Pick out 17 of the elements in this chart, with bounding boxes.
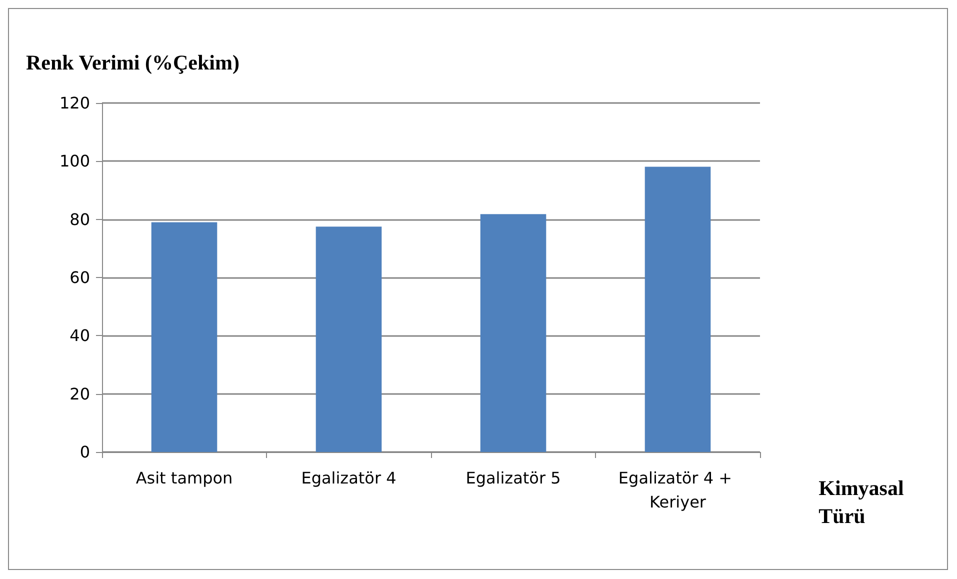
y-tick-label: 100 <box>59 152 90 171</box>
y-tick-label: 80 <box>70 210 90 229</box>
x-axis-title: Kimyasal Türü <box>818 476 904 528</box>
bar <box>644 166 711 452</box>
bar <box>316 226 382 452</box>
bar <box>480 214 546 452</box>
x-tick-label: Egalizatör 4 <box>301 468 396 488</box>
y-tick-label: 60 <box>70 268 90 287</box>
y-tick-label: 120 <box>59 94 90 112</box>
y-tick-label: 0 <box>80 442 90 462</box>
chart-title: Renk Verimi (%Çekim) <box>26 50 240 74</box>
x-tick-label: Egalizatör 5 <box>466 468 561 488</box>
bar <box>151 222 218 452</box>
x-tick-label: Egalizatör 4 + Keriyer <box>618 468 738 512</box>
x-tick-label: Asit tampon <box>136 468 233 488</box>
y-tick-label: 20 <box>70 384 90 404</box>
y-tick-label: 40 <box>70 326 90 346</box>
